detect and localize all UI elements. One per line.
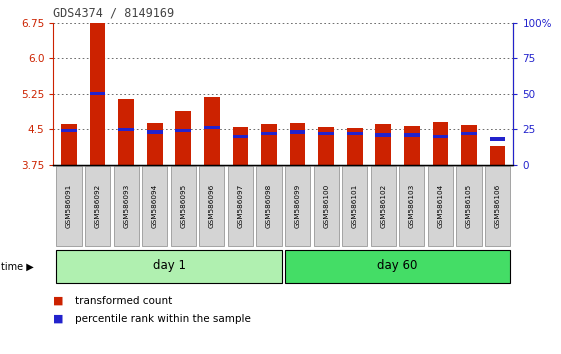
Text: time ▶: time ▶ xyxy=(1,261,34,272)
FancyBboxPatch shape xyxy=(199,166,224,246)
Text: GSM586093: GSM586093 xyxy=(123,184,129,228)
Bar xyxy=(61,129,77,132)
Bar xyxy=(61,124,77,165)
Text: GSM586103: GSM586103 xyxy=(409,184,415,228)
Bar xyxy=(90,92,105,96)
FancyBboxPatch shape xyxy=(171,166,196,246)
Bar xyxy=(318,132,334,135)
Bar xyxy=(176,111,191,165)
Bar xyxy=(490,137,505,141)
Text: GSM586097: GSM586097 xyxy=(237,184,243,228)
FancyBboxPatch shape xyxy=(457,166,481,246)
FancyBboxPatch shape xyxy=(57,250,282,283)
Text: GSM586096: GSM586096 xyxy=(209,184,215,228)
FancyBboxPatch shape xyxy=(113,166,139,246)
Text: GSM586101: GSM586101 xyxy=(352,184,358,228)
FancyBboxPatch shape xyxy=(142,166,167,246)
Bar xyxy=(347,128,362,165)
Text: GSM586091: GSM586091 xyxy=(66,184,72,228)
Bar xyxy=(289,130,305,134)
Text: GSM586106: GSM586106 xyxy=(495,184,500,228)
Bar xyxy=(261,132,277,135)
Bar xyxy=(118,127,134,131)
Bar xyxy=(461,132,477,135)
Text: GSM586095: GSM586095 xyxy=(180,184,186,228)
Text: GSM586100: GSM586100 xyxy=(323,184,329,228)
Bar xyxy=(404,126,420,165)
Text: GSM586098: GSM586098 xyxy=(266,184,272,228)
Bar xyxy=(176,129,191,132)
Text: GSM586099: GSM586099 xyxy=(295,184,301,228)
FancyBboxPatch shape xyxy=(285,250,510,283)
FancyBboxPatch shape xyxy=(485,166,510,246)
FancyBboxPatch shape xyxy=(85,166,110,246)
Text: ■: ■ xyxy=(53,296,64,306)
FancyBboxPatch shape xyxy=(285,166,310,246)
Bar xyxy=(375,125,391,165)
Bar xyxy=(490,146,505,165)
Text: transformed count: transformed count xyxy=(75,296,172,306)
Text: GSM586105: GSM586105 xyxy=(466,184,472,228)
Text: GSM586094: GSM586094 xyxy=(151,184,158,228)
Bar xyxy=(318,127,334,165)
FancyBboxPatch shape xyxy=(256,166,282,246)
FancyBboxPatch shape xyxy=(314,166,339,246)
Bar xyxy=(204,97,220,165)
Bar xyxy=(233,135,249,138)
Bar xyxy=(147,123,163,165)
FancyBboxPatch shape xyxy=(399,166,425,246)
Text: percentile rank within the sample: percentile rank within the sample xyxy=(75,314,251,324)
FancyBboxPatch shape xyxy=(428,166,453,246)
Text: GSM586092: GSM586092 xyxy=(95,184,100,228)
Text: GSM586104: GSM586104 xyxy=(438,184,443,228)
FancyBboxPatch shape xyxy=(371,166,396,246)
Bar xyxy=(118,98,134,165)
Bar xyxy=(261,124,277,165)
Text: GSM586102: GSM586102 xyxy=(380,184,387,228)
Text: day 1: day 1 xyxy=(153,259,186,272)
Bar xyxy=(375,133,391,137)
Bar xyxy=(147,130,163,134)
Bar xyxy=(433,135,448,138)
Bar xyxy=(90,23,105,165)
FancyBboxPatch shape xyxy=(228,166,253,246)
Bar xyxy=(204,126,220,130)
Bar xyxy=(433,122,448,165)
Bar xyxy=(289,123,305,165)
Text: day 60: day 60 xyxy=(378,259,418,272)
Bar xyxy=(404,133,420,137)
Bar xyxy=(347,132,362,135)
Bar xyxy=(233,127,249,165)
Bar xyxy=(461,125,477,165)
FancyBboxPatch shape xyxy=(342,166,367,246)
Text: ■: ■ xyxy=(53,314,64,324)
FancyBboxPatch shape xyxy=(57,166,81,246)
Text: GDS4374 / 8149169: GDS4374 / 8149169 xyxy=(53,6,174,19)
